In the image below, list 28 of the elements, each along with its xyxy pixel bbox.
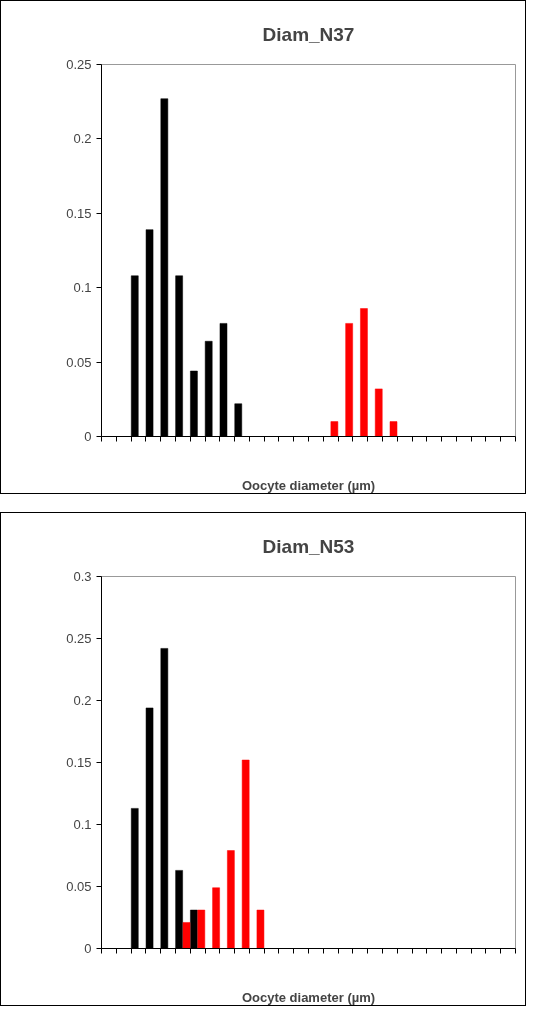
y-tick-label: 0.15 bbox=[66, 755, 92, 770]
y-tick-label: 0.15 bbox=[66, 205, 92, 221]
bar bbox=[241, 759, 250, 949]
bar bbox=[360, 308, 368, 437]
y-tick-label: 0.1 bbox=[73, 280, 92, 296]
bar bbox=[389, 421, 398, 437]
x-axis-title: Oocyte diameter (µm) bbox=[241, 989, 376, 1005]
bar bbox=[374, 388, 383, 437]
bar bbox=[227, 850, 235, 949]
y-tick-label: 0.1 bbox=[73, 817, 92, 832]
y-tick-label: 0.2 bbox=[73, 131, 92, 147]
y-tick-label: 0 bbox=[84, 429, 92, 444]
y-tick-label: 0.3 bbox=[73, 569, 92, 584]
x-axis-title: Oocyte diameter (µm) bbox=[241, 477, 376, 493]
bar bbox=[256, 909, 265, 949]
y-tick-label: 0.25 bbox=[66, 57, 92, 72]
bar bbox=[212, 887, 220, 949]
y-tick-label: 0 bbox=[84, 941, 92, 956]
bar bbox=[345, 323, 353, 437]
bar bbox=[182, 922, 191, 949]
y-tick-label: 0.2 bbox=[73, 693, 92, 708]
chart-title: Diam_N53 bbox=[262, 535, 355, 557]
bar bbox=[197, 909, 206, 949]
y-tick-label: 0.05 bbox=[66, 354, 92, 370]
y-tick-label: 0.05 bbox=[66, 879, 92, 894]
y-tick-label: 0.25 bbox=[66, 631, 92, 646]
bar bbox=[330, 421, 339, 437]
chart-title: Diam_N37 bbox=[262, 23, 355, 45]
